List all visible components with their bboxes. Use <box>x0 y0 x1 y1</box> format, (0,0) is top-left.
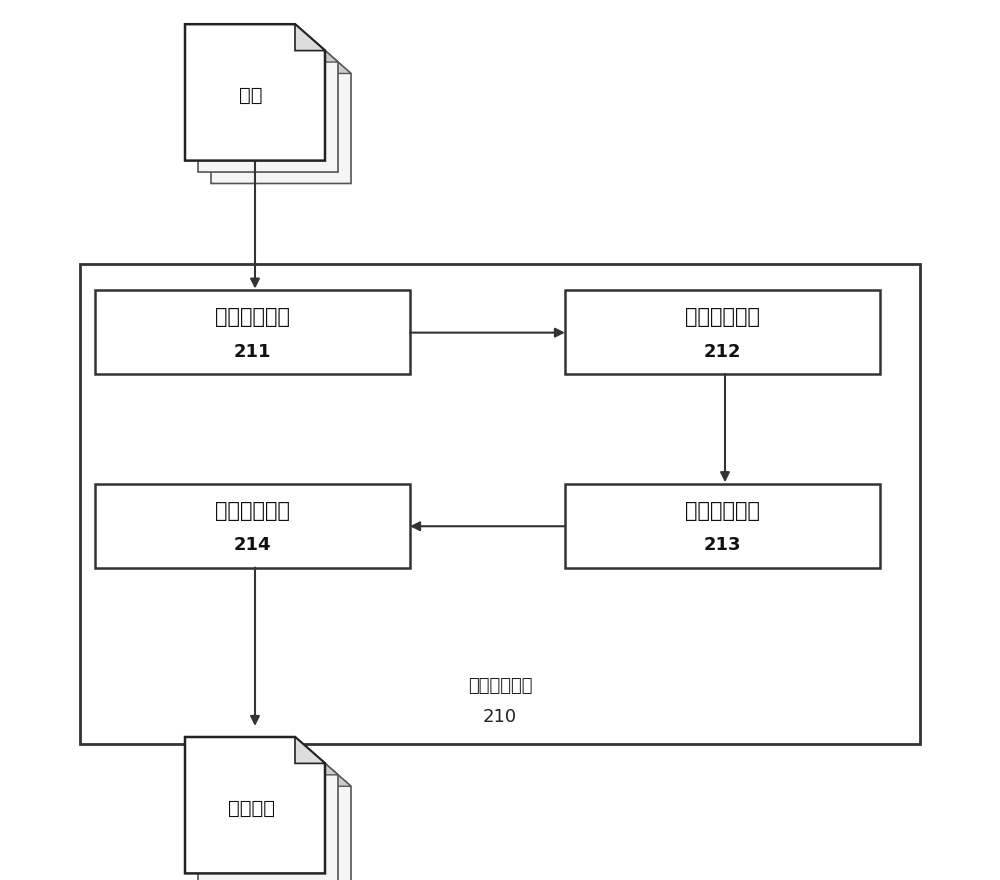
Polygon shape <box>321 47 351 73</box>
Polygon shape <box>185 24 325 160</box>
Text: 智能计算模块: 智能计算模块 <box>685 307 760 327</box>
Text: 213: 213 <box>704 536 741 554</box>
Text: 数据处理模块: 数据处理模块 <box>215 307 290 327</box>
Polygon shape <box>95 484 410 568</box>
Text: 212: 212 <box>704 342 741 361</box>
Polygon shape <box>308 35 338 62</box>
Polygon shape <box>95 290 410 374</box>
Polygon shape <box>308 748 338 774</box>
Text: 模型构建模块: 模型构建模块 <box>685 501 760 521</box>
Text: 题库: 题库 <box>239 86 263 106</box>
Polygon shape <box>321 759 351 787</box>
Text: 检索结果: 检索结果 <box>228 799 275 818</box>
Polygon shape <box>198 35 338 172</box>
Polygon shape <box>211 47 351 183</box>
Polygon shape <box>565 290 880 374</box>
Polygon shape <box>295 737 325 763</box>
Polygon shape <box>565 484 880 568</box>
Text: 模型预测模块: 模型预测模块 <box>215 501 290 521</box>
Text: 210: 210 <box>483 708 517 726</box>
Text: 211: 211 <box>234 342 271 361</box>
Text: 智能检索装置: 智能检索装置 <box>468 678 532 695</box>
Polygon shape <box>211 759 351 880</box>
Polygon shape <box>295 24 325 50</box>
Polygon shape <box>198 748 338 880</box>
Polygon shape <box>185 737 325 873</box>
Polygon shape <box>80 264 920 744</box>
Text: 214: 214 <box>234 536 271 554</box>
